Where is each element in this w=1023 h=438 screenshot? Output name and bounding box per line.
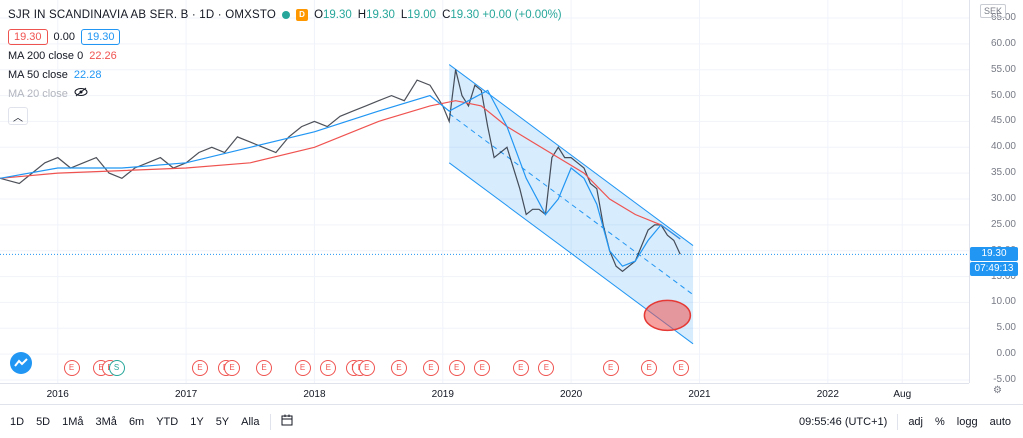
calendar-icon[interactable] — [275, 414, 299, 429]
spread-value: 0.00 — [53, 30, 75, 43]
auto-toggle[interactable]: auto — [989, 415, 1011, 428]
price-tick-label: 60.00 — [990, 37, 1016, 49]
log-toggle[interactable]: logg — [956, 415, 978, 428]
earnings-event-marker[interactable]: E — [63, 360, 80, 376]
collapse-legend-button[interactable]: ︿ — [8, 107, 28, 125]
ma200-label: MA 200 close 0 — [8, 49, 84, 62]
earnings-event-marker[interactable]: E — [390, 360, 407, 376]
time-tick-label: 2022 — [816, 389, 839, 400]
symbol-row: SJR IN SCANDINAVIA AB SER. B · 1D · OMXS… — [8, 5, 562, 24]
time-tick-label: 2020 — [560, 389, 583, 400]
indicator-ma20[interactable]: MA 20 close — [8, 84, 562, 103]
range-button-ytd[interactable]: YTD — [156, 415, 179, 428]
price-tick-label: 50.00 — [990, 89, 1016, 101]
price-tick-label: 40.00 — [990, 141, 1016, 153]
price-tick-label: -5.00 — [993, 374, 1016, 385]
ohlc-low: L19.00 — [400, 8, 437, 21]
earnings-event-marker[interactable]: E — [191, 360, 208, 376]
earnings-event-marker[interactable]: E — [474, 360, 491, 376]
earnings-event-marker[interactable]: E — [224, 360, 241, 376]
currency-badge[interactable]: SEK — [980, 4, 1007, 18]
earnings-event-marker[interactable]: E — [538, 360, 555, 376]
time-tick-label: 2021 — [688, 389, 711, 400]
chart-legend: SJR IN SCANDINAVIA AB SER. B · 1D · OMXS… — [8, 5, 562, 125]
earnings-event-marker[interactable]: E — [422, 360, 439, 376]
percent-toggle[interactable]: % — [935, 415, 945, 428]
chevron-up-icon: ︿ — [13, 112, 23, 124]
settings-gear-icon[interactable]: ⚙ — [993, 385, 1002, 396]
price-tick-label: 5.00 — [996, 322, 1016, 334]
price-tick-label: 45.00 — [990, 115, 1016, 127]
countdown-tag: 07:49:13 — [970, 262, 1018, 277]
ma50-line — [0, 89, 681, 267]
time-tick-label: Aug — [893, 389, 912, 400]
ma20-label: MA 20 close — [8, 87, 68, 100]
price-tick-label: 35.00 — [990, 167, 1016, 179]
ohlc-high: H19.30 — [357, 8, 395, 21]
range-button-3må[interactable]: 3Må — [95, 415, 117, 428]
range-button-alla[interactable]: Alla — [241, 415, 260, 428]
time-tick-label: 2019 — [431, 389, 454, 400]
time-tick-label: 2016 — [46, 389, 69, 400]
ma200-line — [0, 100, 681, 240]
delayed-badge: D — [296, 8, 309, 21]
price-tick-label: 55.00 — [990, 63, 1016, 75]
earnings-event-marker[interactable]: E — [602, 360, 619, 376]
range-button-5y[interactable]: 5Y — [215, 415, 230, 428]
trade-row: 19.30 0.00 19.30 — [8, 27, 562, 46]
eye-hidden-icon[interactable] — [74, 87, 88, 100]
highlight-ellipse — [643, 299, 692, 332]
time-tick-label: 2017 — [174, 389, 198, 400]
symbol-title[interactable]: SJR IN SCANDINAVIA AB SER. B · 1D · OMXS… — [8, 8, 277, 21]
ma200-value: 22.26 — [89, 49, 117, 62]
earnings-event-marker[interactable]: E — [358, 360, 375, 376]
bottom-toolbar: 1D 5D 1Må 3Må 6m YTD 1Y 5Y Alla 09:55:46 (UTC+1)… — [0, 404, 1023, 438]
earnings-event-marker[interactable]: E — [256, 360, 273, 376]
ohlc-close: C19.30 +0.00 (+0.00%) — [442, 8, 562, 21]
earnings-event-marker[interactable]: E — [448, 360, 465, 376]
earnings-event-marker[interactable]: E — [294, 360, 311, 376]
price-axis[interactable]: 65.00 60.00 55.00 50.00 45.00 40.00 35.00 30.00… — [969, 0, 1023, 385]
price-tick-label: 30.00 — [990, 193, 1016, 204]
toolbar-divider — [269, 413, 271, 430]
ohlc-open: O19.30 — [314, 8, 352, 21]
wave-logo-icon[interactable] — [10, 352, 32, 374]
buy-button[interactable]: 19.30 — [80, 28, 121, 45]
range-buttons: 1D 5D 1Må 3Må 6m YTD 1Y 5Y Alla — [0, 416, 266, 428]
price-chart[interactable] — [0, 0, 969, 383]
earnings-event-marker[interactable]: E — [512, 360, 529, 376]
indicator-ma50[interactable]: MA 50 close 22.28 — [8, 65, 562, 84]
market-status-icon — [282, 10, 291, 19]
range-button-6m[interactable]: 6m — [128, 415, 145, 428]
range-button-1må[interactable]: 1Må — [62, 415, 84, 428]
earnings-event-marker[interactable]: E — [641, 360, 658, 376]
time-axis[interactable]: 2016 2017 2018 2019 2020 2021 2022 Aug — [0, 383, 969, 404]
price-tick-label: 15.00 — [990, 270, 1016, 282]
ma50-value: 22.28 — [73, 68, 102, 81]
earnings-event-marker[interactable]: E — [673, 360, 690, 376]
price-tick-label: 25.00 — [990, 218, 1016, 230]
chart-area[interactable] — [0, 0, 969, 383]
time-tick-label: 2018 — [303, 389, 326, 400]
last-price-tag: 19.30 — [970, 247, 1018, 262]
ma50-label: MA 50 close — [8, 68, 68, 81]
price-tick-label: 0.00 — [996, 348, 1016, 360]
range-button-5d[interactable]: 5D — [36, 415, 51, 428]
sell-button[interactable]: 19.30 — [8, 28, 48, 45]
earnings-event-marker[interactable]: E — [320, 360, 337, 376]
range-button-1y[interactable]: 1Y — [190, 415, 204, 428]
price-tick-label: 10.00 — [990, 296, 1016, 308]
range-button-1d[interactable]: 1D — [10, 415, 25, 428]
indicator-ma200[interactable]: MA 200 close 0 22.26 — [8, 46, 562, 65]
toolbar-divider — [897, 413, 899, 430]
channel-mid-line — [448, 113, 694, 296]
split-event-marker[interactable]: S — [108, 360, 125, 376]
adj-toggle[interactable]: adj — [908, 415, 923, 428]
clock-display[interactable]: 09:55:46 (UTC+1) — [798, 415, 888, 428]
toolbar-right: 09:55:46 (UTC+1) adj % logg auto — [793, 405, 1017, 438]
